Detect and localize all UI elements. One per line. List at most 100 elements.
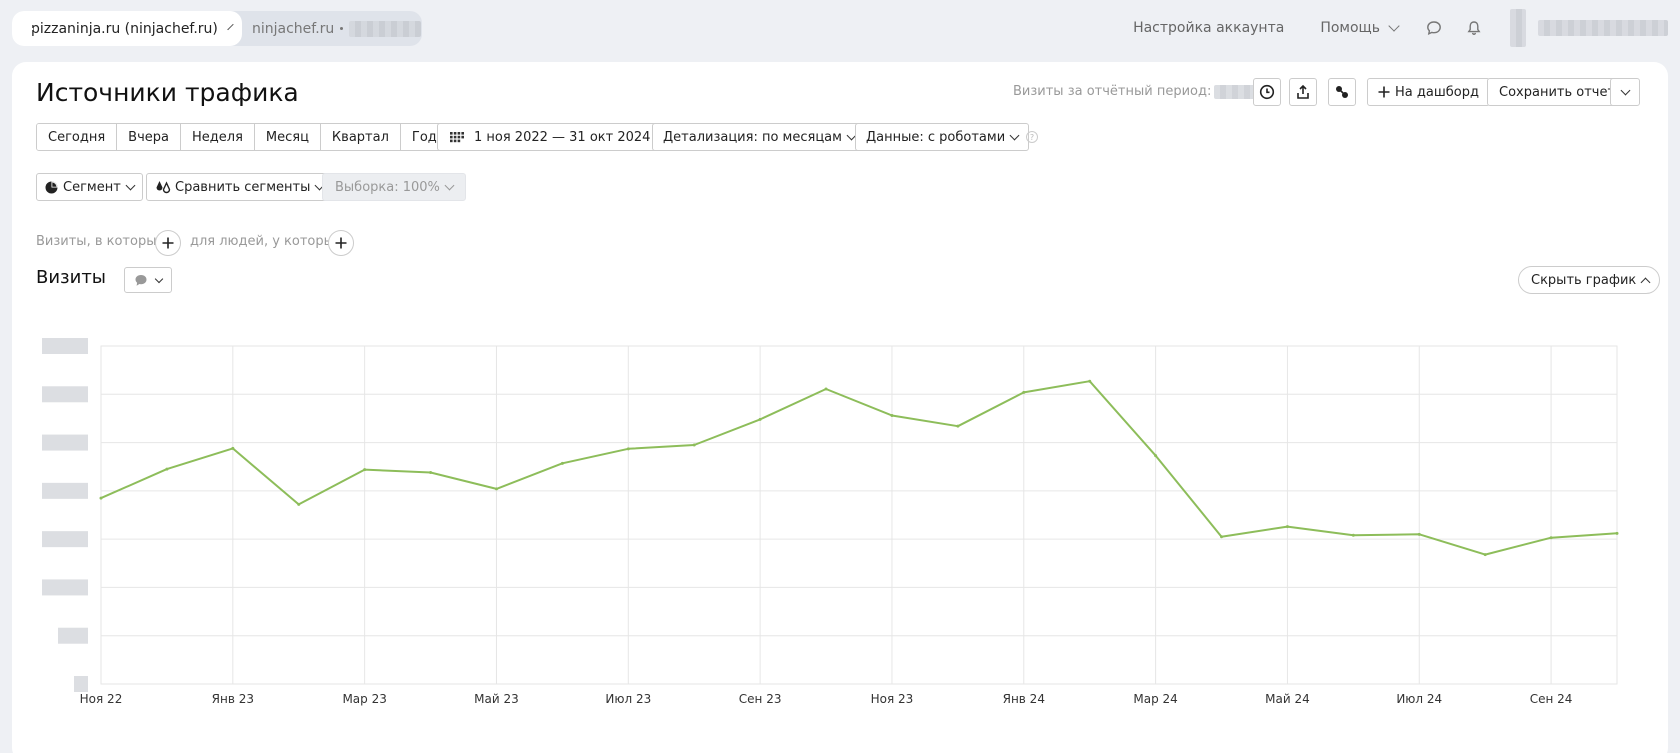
visits-filter-label: Визиты, в которых xyxy=(36,234,165,249)
history-button[interactable] xyxy=(1253,78,1281,106)
period-week[interactable]: Неделя xyxy=(181,124,255,150)
date-range-picker[interactable]: 1 ноя 2022 — 31 окт 2024 xyxy=(437,123,664,151)
chart-title: Визиты xyxy=(36,267,107,288)
speech-bubble-icon xyxy=(135,274,147,286)
help-question-icon[interactable]: ? xyxy=(1026,131,1038,143)
y-tick-label-redacted xyxy=(42,579,88,596)
add-visit-filter-button[interactable] xyxy=(155,230,181,256)
period-month[interactable]: Месяц xyxy=(254,124,321,150)
avatar[interactable] xyxy=(1510,9,1526,47)
data-point xyxy=(363,468,367,472)
date-range-value: 1 ноя 2022 — 31 окт 2024 xyxy=(474,129,651,145)
people-filter-label: для людей, у которых xyxy=(190,234,342,249)
visits-series-line xyxy=(100,380,1618,556)
visits-line-chart: Ноя 22 Янв 23 Мар 23 Май 23 Июл 23 Сен 23 Ноя … xyxy=(42,338,1619,706)
chevron-down-icon[interactable] xyxy=(227,23,234,30)
data-point xyxy=(165,467,169,471)
data-point xyxy=(956,424,960,428)
data-point xyxy=(824,387,828,391)
visits-period-value-redacted xyxy=(1214,84,1261,99)
help-label: Помощь xyxy=(1320,20,1380,36)
compare-segments-label: Сравнить сегменты xyxy=(175,179,311,195)
x-tick-label: Ноя 22 xyxy=(80,692,123,706)
period-quarter[interactable]: Квартал xyxy=(320,124,401,150)
save-report-label: Сохранить отчет xyxy=(1499,84,1616,100)
account-settings-link[interactable]: Настройка аккаунта xyxy=(1133,20,1285,36)
plot-frame xyxy=(100,345,1618,685)
top-bar: pizzaninja.ru (ninjachef.ru) ninjachef.r… xyxy=(0,0,1680,60)
x-tick-label: Июл 24 xyxy=(1396,692,1442,706)
data-point xyxy=(692,443,696,447)
x-tick-label: Сен 23 xyxy=(739,692,782,706)
data-point xyxy=(890,414,894,418)
data-point xyxy=(1417,532,1421,536)
notifications-bell-icon[interactable] xyxy=(1464,18,1484,38)
plus-icon xyxy=(162,237,174,249)
x-tick-label: Май 23 xyxy=(474,692,519,706)
x-tick-label: Мар 24 xyxy=(1133,692,1177,706)
sample-select[interactable]: Выборка: 100% xyxy=(322,173,466,201)
calendar-icon xyxy=(450,132,464,143)
x-tick-label: Янв 23 xyxy=(212,692,254,706)
x-tick-label: Июл 23 xyxy=(605,692,651,706)
hide-chart-button[interactable]: Скрыть график xyxy=(1518,266,1661,294)
y-tick-label-redacted xyxy=(58,627,88,644)
plus-icon xyxy=(1378,86,1390,98)
x-tick-label: Май 24 xyxy=(1265,692,1310,706)
to-dashboard-button[interactable]: На дашборд xyxy=(1367,78,1490,106)
active-site-tab[interactable]: pizzaninja.ru (ninjachef.ru) xyxy=(12,11,242,46)
redacted-counter-id xyxy=(349,20,422,37)
compare-segments-button[interactable]: Сравнить сегменты xyxy=(146,173,333,201)
export-button[interactable] xyxy=(1289,78,1317,106)
chevron-down-icon xyxy=(1388,20,1400,32)
period-today[interactable]: Сегодня xyxy=(37,124,118,150)
segment-label: Сегмент xyxy=(63,179,121,195)
user-login-redacted[interactable] xyxy=(1538,20,1668,36)
data-point xyxy=(1285,525,1289,529)
compare-drops-icon xyxy=(156,181,171,194)
active-site-name: pizzaninja.ru (ninjachef.ru) xyxy=(31,20,218,37)
data-point xyxy=(1088,379,1092,383)
save-options-button[interactable] xyxy=(1610,78,1640,106)
y-tick-label-redacted xyxy=(42,482,88,499)
data-point xyxy=(560,461,564,465)
top-right-menu: Настройка аккаунта Помощь xyxy=(1133,0,1680,56)
help-menu[interactable]: Помощь xyxy=(1320,20,1400,36)
hide-chart-label: Скрыть график xyxy=(1531,272,1637,288)
data-point xyxy=(1154,454,1158,458)
segment-button[interactable]: Сегмент xyxy=(36,173,143,201)
data-point xyxy=(1483,553,1487,557)
chat-icon[interactable] xyxy=(1424,18,1444,38)
data-mode-select[interactable]: Данные: с роботами xyxy=(855,123,1030,151)
data-point xyxy=(429,471,433,475)
add-people-filter-button[interactable] xyxy=(328,230,354,256)
x-tick-label: Сен 24 xyxy=(1530,692,1573,706)
data-point xyxy=(297,502,301,506)
data-point xyxy=(1549,536,1553,540)
y-tick-label-redacted xyxy=(42,386,88,403)
save-report-button[interactable]: Сохранить отчет xyxy=(1487,78,1628,106)
detail-select[interactable]: Детализация: по месяцам xyxy=(652,123,866,151)
detail-value: Детализация: по месяцам xyxy=(663,129,842,145)
x-tick-label: Янв 24 xyxy=(1003,692,1045,706)
chart-type-select[interactable] xyxy=(124,267,172,293)
x-tick-label: Мар 23 xyxy=(342,692,386,706)
data-point xyxy=(626,447,630,451)
data-point xyxy=(1220,535,1224,539)
y-tick-label-redacted xyxy=(42,531,88,548)
second-site-tab[interactable]: ninjachef.ru xyxy=(252,20,422,37)
y-tick-label-redacted xyxy=(42,434,88,451)
clock-icon xyxy=(1259,84,1275,100)
y-tick-label-redacted xyxy=(74,676,88,692)
second-site-name: ninjachef.ru xyxy=(252,20,335,37)
data-point xyxy=(1615,531,1619,535)
visits-period-label: Визиты за отчётный период: xyxy=(1013,84,1212,99)
sample-value: Выборка: 100% xyxy=(335,179,440,195)
y-tick-label-redacted xyxy=(42,338,88,354)
plus-icon xyxy=(335,237,347,249)
data-point xyxy=(494,487,498,491)
period-yesterday[interactable]: Вчера xyxy=(117,124,181,150)
x-tick-label: Ноя 23 xyxy=(871,692,914,706)
data-point xyxy=(1022,390,1026,394)
share-button[interactable] xyxy=(1328,78,1356,106)
